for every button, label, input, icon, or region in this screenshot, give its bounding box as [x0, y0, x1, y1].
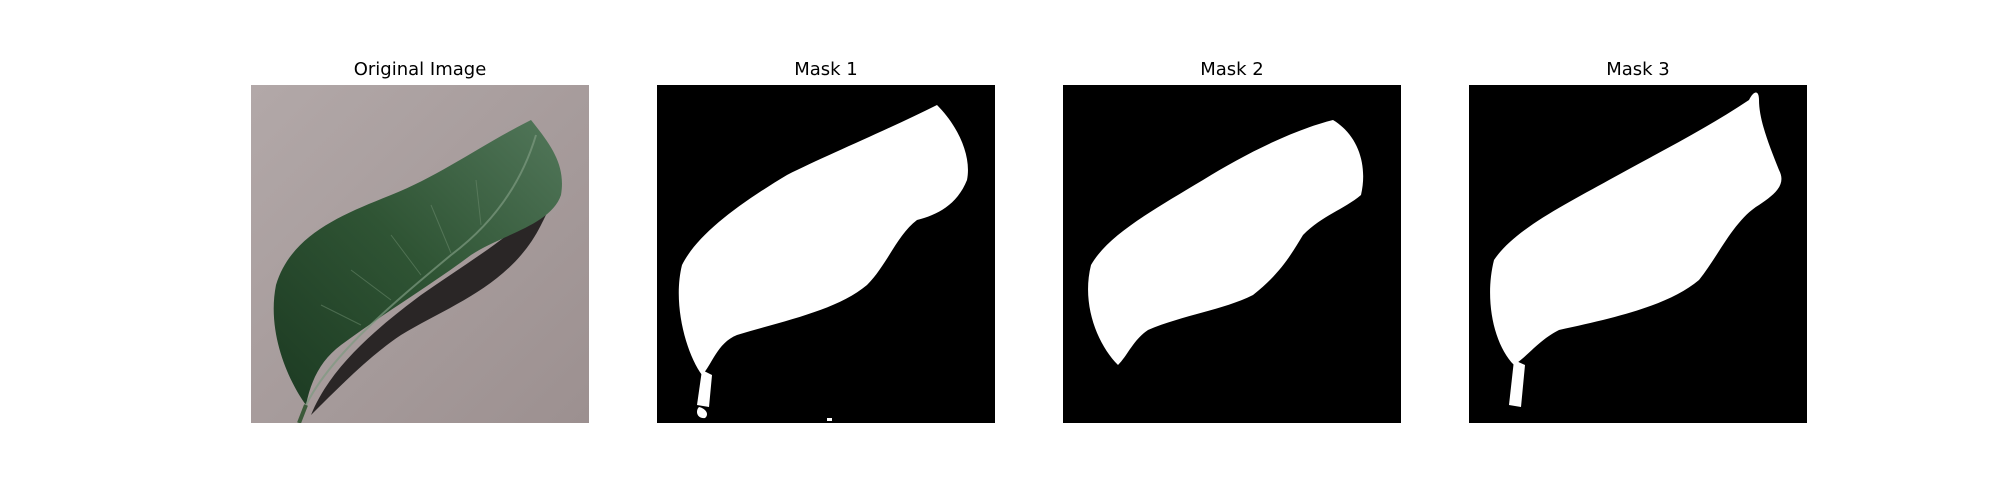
mask-3-image: [1469, 85, 1807, 423]
panel-title: Original Image: [353, 59, 487, 80]
mask-2-image: [1063, 85, 1401, 423]
original-leaf-photo: [251, 85, 589, 423]
mask-2-panel: Mask 2: [1063, 0, 1401, 500]
original-image-panel: Original Image: [251, 0, 589, 500]
panel-title: Mask 2: [1200, 59, 1264, 80]
mask-1-panel: Mask 1: [657, 0, 995, 500]
mask-1-image: [657, 85, 995, 423]
panel-title: Mask 3: [1606, 59, 1670, 80]
panel-title: Mask 1: [794, 59, 858, 80]
mask-3-panel: Mask 3: [1469, 0, 1807, 500]
